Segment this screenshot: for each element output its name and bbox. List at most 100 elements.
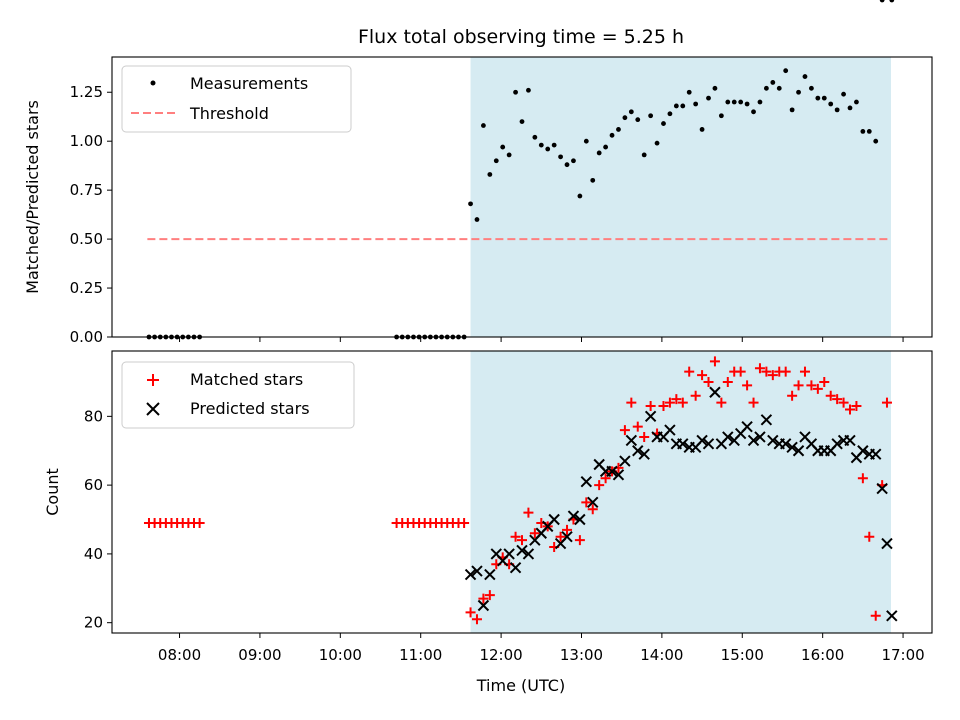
measurement-point — [661, 121, 666, 126]
matched-star-point — [806, 380, 817, 391]
measurement-point — [744, 101, 750, 107]
measurement-point — [603, 144, 609, 150]
predicted-star-point — [709, 386, 721, 398]
matched-star-point — [600, 473, 611, 484]
predicted-star-point — [516, 544, 528, 557]
matched-star-point — [799, 366, 810, 377]
x-tick-label: 09:00 — [238, 646, 281, 664]
matched-star-point — [787, 390, 798, 401]
top-y-tick-label: 0.25 — [70, 279, 103, 297]
matched-star-point — [619, 425, 630, 436]
measurement-point — [706, 95, 711, 101]
matched-star-point — [767, 370, 778, 381]
measurement-point — [583, 138, 589, 144]
measurement-point — [712, 85, 718, 91]
matched-star-point — [761, 366, 772, 377]
top-y-label: Matched/Predicted stars — [23, 100, 42, 294]
matched-star-point — [870, 610, 881, 621]
measurement-point — [738, 99, 744, 105]
measurement-point — [776, 85, 782, 91]
predicted-star-point — [886, 610, 898, 622]
measurement-point — [596, 150, 602, 156]
x-tick-label: 17:00 — [881, 646, 924, 664]
measurement-point — [757, 99, 763, 105]
predicted-star-point — [619, 455, 631, 467]
legend-matched-marker — [147, 374, 159, 386]
measurement-point — [828, 101, 834, 107]
measurement-point — [551, 142, 557, 148]
measurement-point — [699, 127, 705, 132]
bottom-highlight-region — [470, 351, 891, 633]
matched-star-point — [851, 401, 862, 412]
predicted-star-point — [503, 548, 515, 560]
matched-star-point — [838, 397, 849, 408]
predicted-star-point — [484, 568, 496, 581]
x-tick-label: 12:00 — [479, 646, 522, 664]
measurement-point — [693, 101, 699, 107]
measurement-point — [526, 87, 531, 93]
measurement-point — [506, 152, 512, 158]
matched-star-point — [671, 394, 682, 405]
measurement-point — [796, 89, 801, 95]
measurement-point — [731, 99, 737, 105]
matched-star-point — [864, 531, 875, 542]
matched-star-point — [562, 524, 573, 535]
legend-threshold-label: Threshold — [189, 104, 269, 123]
bottom-y-ticks: 20 40 60 80 — [84, 407, 112, 632]
measurement-point — [783, 68, 789, 74]
predicted-star-point — [612, 469, 625, 481]
measurement-point — [609, 132, 615, 138]
measurement-point — [648, 113, 654, 119]
top-highlight-region — [470, 57, 891, 337]
top-x-ticks — [179, 337, 904, 342]
matched-star-point — [484, 590, 495, 601]
measurement-point — [751, 109, 756, 115]
measurement-point — [474, 217, 480, 222]
measurement-point — [763, 85, 769, 91]
measurement-point — [770, 80, 776, 85]
legend-matched-label: Matched stars — [190, 370, 303, 389]
predicted-star-point — [747, 434, 760, 447]
measurement-point — [532, 134, 538, 140]
matched-star-point — [581, 497, 592, 508]
measurement-point — [725, 99, 731, 105]
matched-star-point — [587, 504, 598, 515]
matched-star-point — [517, 535, 527, 546]
measurement-point — [873, 138, 879, 144]
matched-star-point — [703, 376, 714, 387]
matched-star-point — [574, 535, 585, 546]
predicted-stars-points — [464, 386, 898, 622]
bottom-y-tick-label: 60 — [84, 476, 103, 494]
matched-star-point — [478, 593, 489, 604]
measurement-point — [789, 107, 795, 113]
measurement-point — [802, 74, 808, 79]
measurement-point — [866, 129, 872, 134]
top-y-tick-label: 1.25 — [70, 83, 103, 101]
predicted-star-point — [779, 438, 792, 450]
matched-star-point — [510, 531, 521, 542]
top-y-tick-label: 0.00 — [70, 328, 103, 346]
matched-star-point — [684, 366, 695, 377]
measurement-point — [847, 105, 853, 111]
bottom-y-tick-label: 40 — [84, 545, 103, 563]
legend-measurements-marker — [150, 80, 156, 86]
predicted-star-point — [574, 513, 586, 526]
predicted-star-point — [587, 496, 599, 509]
matched-star-point — [881, 397, 892, 408]
predicted-star-point — [522, 548, 535, 560]
matched-star-point — [742, 380, 753, 391]
bottom-axes-frame — [111, 350, 933, 634]
top-y-tick-label: 0.75 — [70, 181, 103, 199]
measurement-point — [487, 172, 493, 177]
measurement-point — [860, 129, 866, 134]
predicted-star-point — [702, 438, 715, 450]
matched-star-point — [857, 473, 868, 484]
top-y-tick-label: 1.00 — [70, 132, 103, 150]
x-tick-label: 13:00 — [560, 646, 603, 664]
measurement-point — [879, 0, 885, 3]
predicted-star-point — [509, 561, 522, 574]
measurement-point — [718, 113, 724, 119]
matched-star-point — [845, 404, 855, 415]
bottom-x-ticks: 08:00 09:00 10:00 11:00 12:00 13:00 14:00 15:00… — [158, 633, 925, 664]
predicted-star-point — [638, 448, 650, 460]
